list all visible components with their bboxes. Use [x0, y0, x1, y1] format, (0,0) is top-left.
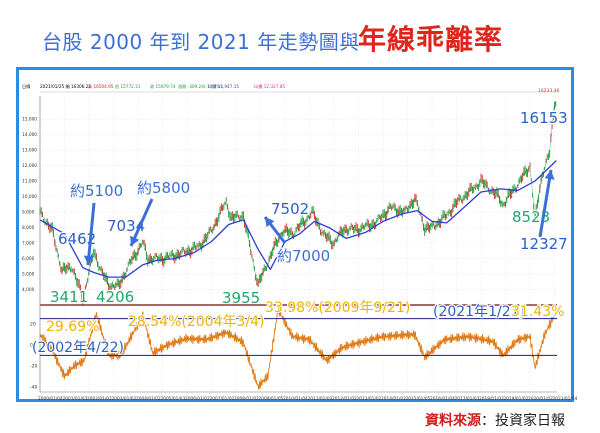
y-tick-label-price: 15,000	[22, 117, 37, 123]
price-annotation: 3411	[50, 288, 88, 306]
arrow-5100-head	[83, 255, 94, 265]
y-tick-label-price: 8,000	[22, 225, 35, 231]
x-tick-label: 2003/01/02	[112, 396, 137, 402]
y-tick-label-bias: 20	[30, 321, 36, 327]
price-annotation: 約7000	[277, 247, 330, 265]
x-tick-label: 2004/01/02	[136, 396, 161, 402]
header-bar-item: 2021/01/25 開 16306.21	[40, 84, 91, 90]
y-tick-label-bias: -40	[30, 384, 37, 390]
header-bar-item: 均價 15,947.15	[208, 83, 239, 90]
y-tick-label-bias: -20	[30, 363, 37, 369]
x-tick-label: 2005/01/03	[161, 396, 186, 402]
x-tick-label: 2008/01/02	[234, 396, 259, 402]
x-tick-label: 2001/01/03	[63, 396, 88, 402]
x-tick-label: 2009/01/05	[259, 396, 284, 402]
x-tick-label: 2020/01/02	[528, 396, 553, 402]
header-bar-item: 均價 12,327.85	[254, 83, 285, 90]
y-tick-label-price: 11,000	[22, 179, 37, 185]
y-tick-label-bias: 0	[30, 342, 33, 348]
x-tick-label: 2010/01/04	[283, 396, 308, 402]
bias-annotation: (2021年1/21)	[433, 304, 525, 320]
x-tick-label: 2018/01/02	[479, 396, 504, 402]
bias-annotation: 31.43%	[511, 304, 564, 320]
page-title: 台股 2000 年到 2021 年走勢圖與	[42, 30, 360, 54]
price-series-line	[39, 101, 557, 303]
bias-annotation: (2002年4/22)	[32, 340, 124, 356]
price-annotation: 約5100	[70, 182, 123, 200]
price-annotation: 約5800	[137, 179, 190, 197]
arrow-7000-head	[265, 217, 275, 228]
price-annotation: 3955	[222, 289, 260, 307]
y-tick-label-price: 10,000	[22, 194, 37, 200]
y-tick-label-price: 4,000	[22, 287, 35, 293]
x-tick-label: 2012/01/02	[332, 396, 357, 402]
arrow-5800-head	[130, 235, 140, 246]
bias-series-line	[39, 306, 557, 390]
header-bar-item: 收 15979.74	[150, 83, 176, 90]
y-tick-label-price: 7,000	[22, 241, 35, 247]
y-tick-label-price: 14,000	[22, 132, 37, 138]
x-tick-label: 2016/01/04	[430, 396, 455, 402]
x-tick-label: 2002/01/02	[87, 396, 112, 402]
x-tick-label: 2000/01/04	[38, 396, 63, 402]
bias-annotation: 29.69%	[46, 319, 99, 335]
page-title-highlight: 年線乖離率	[358, 23, 504, 56]
bias-annotation: 28.54%(2004年3/4)	[128, 314, 264, 330]
x-tick-label: 2007/01/02	[210, 396, 235, 402]
x-tick-label: 2014/01/02	[381, 396, 406, 402]
source-label: 資料來源	[425, 413, 481, 429]
x-tick-label: 2019/01/02	[504, 396, 529, 402]
x-tick-label: 2015/01/05	[406, 396, 431, 402]
y-tick-label-price: 5,000	[22, 272, 35, 278]
chart-frame	[16, 67, 574, 402]
price-annotation: 16153	[520, 109, 568, 127]
source-note: 資料來源：投資家日報	[425, 410, 565, 430]
source-value: 投資家日報	[495, 413, 565, 429]
y-tick-label-price: 6,000	[22, 256, 35, 262]
y-tick-label-price: 13,000	[22, 148, 37, 154]
y-tick-label-price: 12,000	[22, 163, 37, 169]
header-bar-item: 漲跌 -309.24(-1.97%)	[178, 83, 222, 90]
x-tick-label: 2013/01/02	[357, 396, 382, 402]
annual-ma-line	[39, 160, 557, 278]
x-tick-label: 2006/01/02	[185, 396, 210, 402]
y-tick-label-price: 9,000	[22, 210, 35, 216]
x-tick-label: 2011/01/03	[308, 396, 333, 402]
header-bar-item: 日線	[22, 83, 31, 90]
header-bar-item: 低 15772.31	[115, 83, 141, 90]
x-tick-label: 2017/01/03	[455, 396, 480, 402]
chart-series	[39, 101, 557, 390]
bias-annotation: 33.98%(2009年9/21)	[265, 300, 410, 316]
chart-axes: 日線 2021/01/25 開 16306.21高 16504.95 低 15772…	[22, 83, 578, 402]
price-annotation: 12327	[520, 235, 568, 253]
header-bar-item: 高 16504.95	[88, 83, 114, 90]
price-annotation: 4206	[96, 288, 134, 306]
price-annotation: 7502	[271, 200, 309, 218]
arrow-5100	[86, 202, 96, 266]
peak-value-label: 16233.46	[538, 88, 560, 94]
x-tick-label: 2021/01/04	[553, 396, 578, 402]
price-annotation: 6462	[58, 230, 96, 248]
arrow-12327-head	[544, 170, 555, 180]
arrow-12327	[538, 169, 553, 238]
source-separator: ：	[481, 413, 495, 429]
